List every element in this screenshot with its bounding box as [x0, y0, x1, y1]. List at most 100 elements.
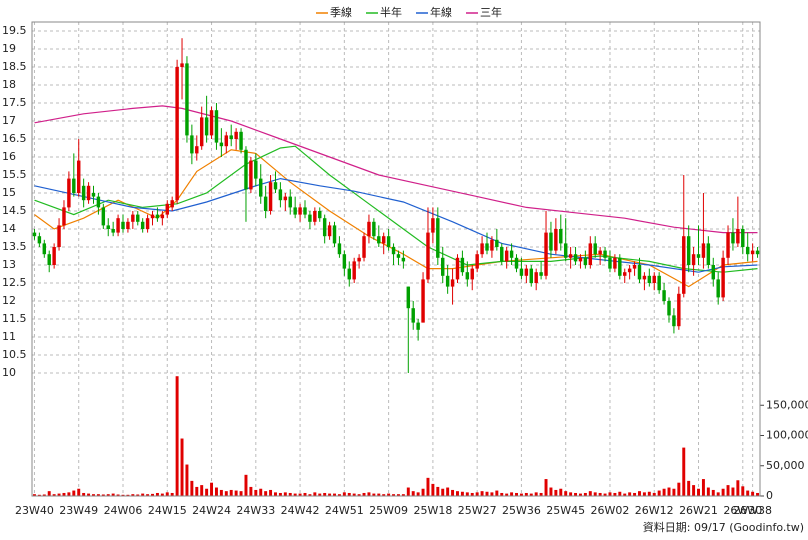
candle-body [372, 221, 376, 237]
volume-bar [342, 492, 346, 496]
volume-bar [318, 493, 322, 496]
volume-bar [731, 487, 735, 496]
volume-bar [515, 492, 518, 496]
candle-body [175, 67, 179, 201]
candle-body [396, 254, 401, 258]
candle-body [652, 275, 656, 283]
volume-bar [524, 492, 528, 496]
volume-bar [303, 492, 307, 496]
volume-bar [436, 486, 440, 496]
volume-bar [67, 492, 71, 496]
candle-body [686, 236, 691, 265]
candle-body [111, 229, 115, 233]
x-tick-label: 24W24 [192, 504, 231, 517]
candle-body [490, 239, 494, 251]
volume-bar [406, 487, 410, 496]
x-tick-label: 24W33 [236, 504, 275, 517]
legend-label: 半年 [380, 5, 402, 19]
volume-bar [583, 492, 587, 496]
y-tick-label: 12 [2, 294, 16, 307]
candle-body [711, 265, 715, 280]
candle-body [455, 257, 460, 280]
volume-bar [697, 488, 700, 496]
candle-body [696, 254, 701, 258]
candle-body [731, 232, 735, 244]
candle-body [57, 225, 61, 247]
candle-body [332, 225, 337, 244]
volume-bar [480, 491, 484, 496]
volume-bar [106, 494, 110, 496]
volume-bar [416, 492, 420, 496]
candle-body [204, 117, 209, 136]
candle-body [313, 211, 317, 222]
candle-body [199, 117, 204, 147]
candle-body [657, 275, 661, 291]
candle-body [288, 196, 292, 208]
candle-body [293, 207, 297, 215]
volume-bar [180, 438, 184, 496]
ma-line [34, 149, 758, 288]
volume-bar [711, 489, 715, 496]
plot-frame [31, 21, 761, 497]
volume-bar [475, 492, 479, 496]
candle-body [441, 257, 445, 276]
candle-body [185, 63, 189, 136]
candle-body [411, 308, 415, 323]
volume-bar [367, 492, 371, 496]
y-tick-label: 15 [2, 186, 16, 199]
volume-bar [726, 485, 730, 496]
candle-body [421, 279, 425, 323]
volume-bar [588, 491, 592, 496]
volume-bar [746, 490, 750, 496]
candle-body [563, 243, 568, 258]
candle-body [234, 131, 238, 139]
y-tick-label: 18 [2, 78, 16, 91]
candle-body [121, 221, 125, 229]
volume-bar [490, 492, 494, 496]
candle-body [603, 250, 607, 258]
candle-body [436, 218, 440, 258]
candle-body [509, 250, 514, 258]
candle-body [583, 257, 588, 265]
candle-body [170, 200, 174, 208]
candle-body [283, 196, 288, 201]
volume-bar [328, 493, 332, 496]
candle-body [426, 232, 430, 280]
volume-bar [657, 490, 661, 496]
volume-bar [323, 492, 327, 496]
volume-bar [333, 493, 336, 496]
volume-bar [57, 493, 61, 496]
candle-body [529, 268, 533, 283]
candle-body [578, 257, 583, 262]
candle-body [145, 218, 150, 229]
y-tick-label: 17.5 [2, 96, 27, 109]
volume-bar [229, 489, 233, 496]
volume-bar [146, 494, 150, 496]
volume-bar [234, 490, 238, 496]
volume-bar [549, 487, 553, 496]
candle-body [42, 243, 47, 255]
candle-body [726, 232, 730, 258]
volume-bar [554, 489, 558, 496]
volume-bar [165, 492, 169, 496]
volume-bar [396, 494, 400, 496]
y-tick-label: 19.5 [2, 24, 27, 37]
y-tick-label: 10.5 [2, 348, 27, 361]
volume-bar [411, 491, 415, 496]
candle-body [268, 182, 273, 211]
candle-body [126, 221, 130, 229]
candle-body [524, 268, 529, 276]
candle-body [160, 214, 165, 219]
volume-bar [293, 493, 297, 496]
x-tick-label: 25W36 [502, 504, 541, 517]
candle-body [544, 232, 548, 276]
candle-body [96, 196, 101, 208]
volume-bar [160, 493, 164, 496]
candle-body [278, 189, 283, 201]
volume-bar [254, 489, 258, 496]
volume-bar [200, 485, 204, 496]
volume-bar [465, 492, 469, 496]
candle-body [450, 279, 455, 287]
volume-bar [495, 490, 499, 496]
